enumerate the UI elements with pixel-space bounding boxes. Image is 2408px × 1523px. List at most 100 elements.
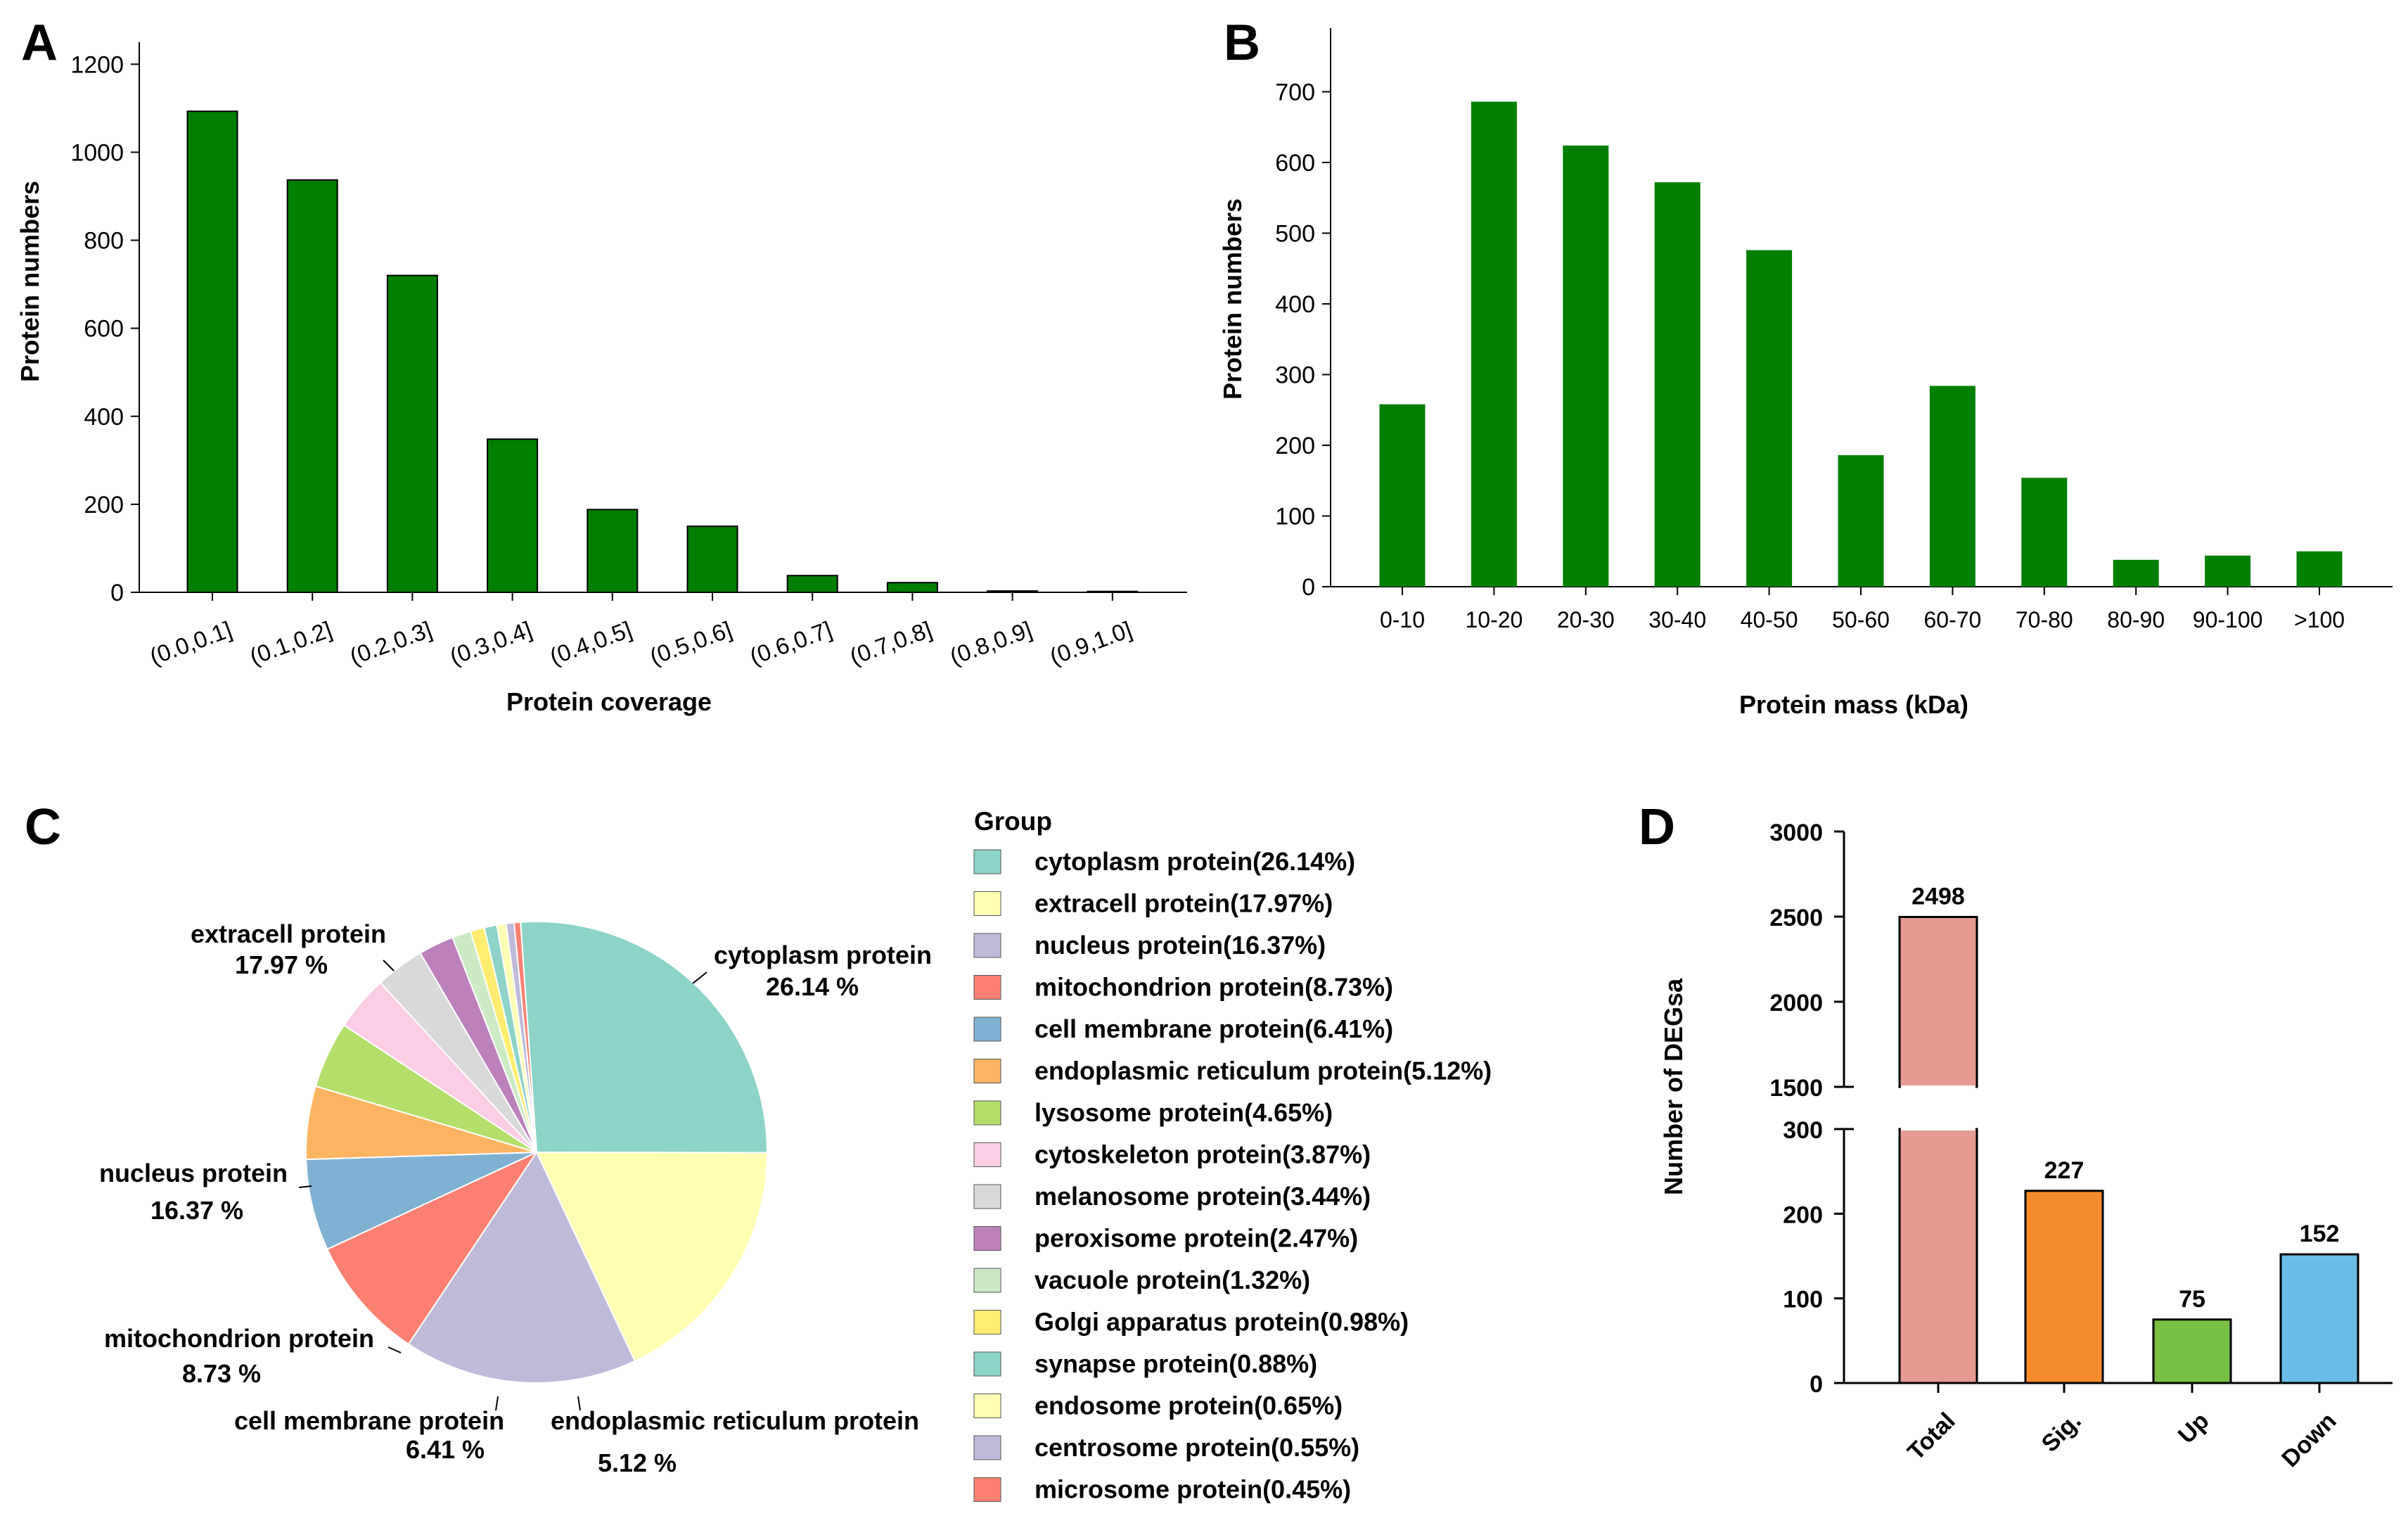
legend-label-centrosome-protein: centrosome protein(0.55%) [1035,1433,1359,1462]
pie-label-pct-nucleus-protein: 16.37 % [150,1196,243,1225]
pie-label-pct-cytoplasm-protein: 26.14 % [766,972,859,1001]
chart-b-ylabel: Protein numbers [1218,198,1247,400]
pie-label-cell-membrane-protein: cell membrane protein [234,1406,504,1435]
chart-b-x-tick-label: 80-90 [2107,607,2165,632]
legend-label-golgi-apparatus-protein: Golgi apparatus protein(0.98%) [1035,1308,1409,1337]
chart-c: Group cytoplasm protein 26.14 % extracell … [99,807,1492,1504]
panel-letter-a: A [21,15,58,71]
panel-letter-c: C [25,799,61,855]
pie-label-pct-cell-membrane-protein: 6.41 % [406,1435,485,1464]
chart-d-y-tick-label: 1500 [1769,1075,1823,1102]
chart-d-y-tick-label: 3000 [1769,820,1823,846]
legend-label-endoplasmic-reticulum-protein: endoplasmic reticulum protein(5.12%) [1035,1057,1492,1085]
chart-a-x-tick-label: (0.0,0.1] [146,616,235,670]
legend-swatch-melanosome-protein [973,1184,1001,1209]
chart-b-bar-100 [2296,551,2343,587]
chart-a-xlabel: Protein coverage [506,687,712,716]
chart-b-y-tick-label: 700 [1275,79,1315,106]
chart-a-bar-0-7-0-8 [886,582,938,594]
pie-slice-nucleus-protein [407,1150,636,1384]
chart-d-bar-total-lower [1898,1128,1978,1384]
chart-a-bar-0-0-0-1 [186,110,238,594]
chart-d: Number of DEGsa 0 100 200 300 1500 2000 2500 30… [1659,820,2393,1472]
chart-a-x-tick-label: (0.6,0.7] [746,616,835,670]
legend-swatch-cytoplasm-protein [973,849,1001,874]
chart-d-bar-sig [2024,1190,2104,1384]
chart-b-x-tick-label: 30-40 [1648,607,1706,632]
legend-label-lysosome-protein: lysosome protein(4.65%) [1035,1098,1333,1127]
pie-leader-line [577,1396,581,1411]
chart-d-y-tick-label: 100 [1783,1287,1823,1313]
chart-a-x-tick-label: (0.7,0.8] [846,616,935,670]
chart-b-y-tick-label: 0 [1302,574,1315,601]
chart-d-y-tick-label: 2000 [1769,990,1823,1017]
chart-b-bar-90-100 [2205,555,2251,587]
legend-label-extracell-protein: extracell protein(17.97%) [1035,889,1333,918]
pie-label-pct-endoplasmic-reticulum-protein: 5.12 % [598,1448,677,1477]
chart-b-x-tick-label: 50-60 [1832,607,1890,632]
chart-b-bar-80-90 [2113,559,2159,587]
legend-swatch-endosome-protein [973,1394,1001,1418]
panel-letter-d: D [1639,799,1675,855]
chart-a-x-tick-label: (0.8,0.9] [947,616,1035,670]
legend-label-mitochondrion-protein: mitochondrion protein(8.73%) [1035,973,1393,1002]
pie-slice-mitochondrion-protein [326,1150,539,1346]
chart-a-bar-0-5-0-6 [686,525,738,593]
chart-a-y-tick-label: 1000 [70,139,124,166]
chart-b-bar-40-50 [1746,250,1793,587]
chart-a-y-tick-label: 0 [110,580,124,606]
chart-a-y-tick-label: 400 [84,404,124,431]
chart-d-value-label: 75 [2179,1286,2205,1313]
pie-slice-cell-membrane-protein [305,1152,537,1251]
chart-a-bar-0-6-0-7 [786,575,838,593]
panel-letter-b: B [1224,15,1260,71]
chart-b-y-tick-label: 300 [1275,362,1315,388]
pie-label-pct-extracell-protein: 17.97 % [235,950,328,979]
chart-a-x-tick-label: (0.4,0.5] [546,616,635,670]
chart-b-bar-0-10 [1379,404,1426,587]
chart-a-x-tick-label: (0.5,0.6] [646,616,735,670]
chart-b-bar-30-40 [1654,182,1701,587]
legend-label-melanosome-protein: melanosome protein(3.44%) [1035,1182,1371,1211]
chart-b-x-tick-label: 10-20 [1465,607,1523,632]
chart-d-y-tick-label: 200 [1783,1202,1823,1228]
legend-swatch-mitochondrion-protein [973,975,1001,1000]
chart-d-y-tick-label: 2500 [1769,905,1823,931]
chart-b-xlabel: Protein mass (kDa) [1739,690,1968,719]
chart-b-bar-70-80 [2021,478,2068,587]
chart-d-value-label: 2498 [1911,883,1965,910]
legend-swatch-extracell-protein [973,891,1001,916]
chart-b-y-tick-label: 600 [1275,150,1315,177]
chart-b-x-tick-label: 40-50 [1741,607,1798,632]
pie-label-endoplasmic-reticulum-protein: endoplasmic reticulum protein [551,1406,919,1435]
chart-d-bar-down [2279,1253,2359,1384]
chart-d-x-tick-label-down: Down [2276,1408,2341,1472]
pie-label-extracell-protein: extracell protein [191,919,386,948]
chart-d-x-tick-label-total: Total [1902,1408,1961,1466]
chart-a-bar-0-3-0-4 [487,438,539,593]
legend-label-microsome-protein: microsome protein(0.45%) [1035,1475,1351,1504]
chart-d-ylabel: Number of DEGsa [1659,978,1688,1195]
chart-b-x-tick-label: 20-30 [1557,607,1615,632]
chart-b-y-tick-label: 400 [1275,291,1315,318]
legend-label-synapse-protein: synapse protein(0.88%) [1035,1349,1317,1378]
legend-swatch-nucleus-protein [973,933,1001,958]
chart-d-bar-total-upper [1898,915,1978,1088]
pie-leader-line [388,1346,402,1353]
legend-swatch-microsome-protein [973,1477,1001,1502]
pie-leader-line [692,971,707,984]
chart-a-x-tick-label: (0.9,1.0] [1046,616,1135,670]
chart-d-y-tick-label: 300 [1783,1117,1823,1144]
pie-label-mitochondrion-protein: mitochondrion protein [104,1324,374,1353]
chart-d-x-tick-label-up: Up [2173,1408,2215,1449]
chart-b-bar-10-20 [1471,101,1517,587]
pie-leader-line [298,1185,312,1188]
pie-label-pct-mitochondrion-protein: 8.73 % [182,1359,261,1388]
legend-swatch-cell-membrane-protein [973,1017,1001,1042]
chart-b: Protein numbers Protein mass (kDa) 0 100 2… [1218,28,2393,719]
legend-swatch-vacuole-protein [973,1268,1001,1293]
chart-b-x-tick-label: 70-80 [2016,607,2073,632]
chart-a-bar-0-2-0-3 [386,274,438,593]
pie-slice-extracell-protein [535,1151,769,1363]
